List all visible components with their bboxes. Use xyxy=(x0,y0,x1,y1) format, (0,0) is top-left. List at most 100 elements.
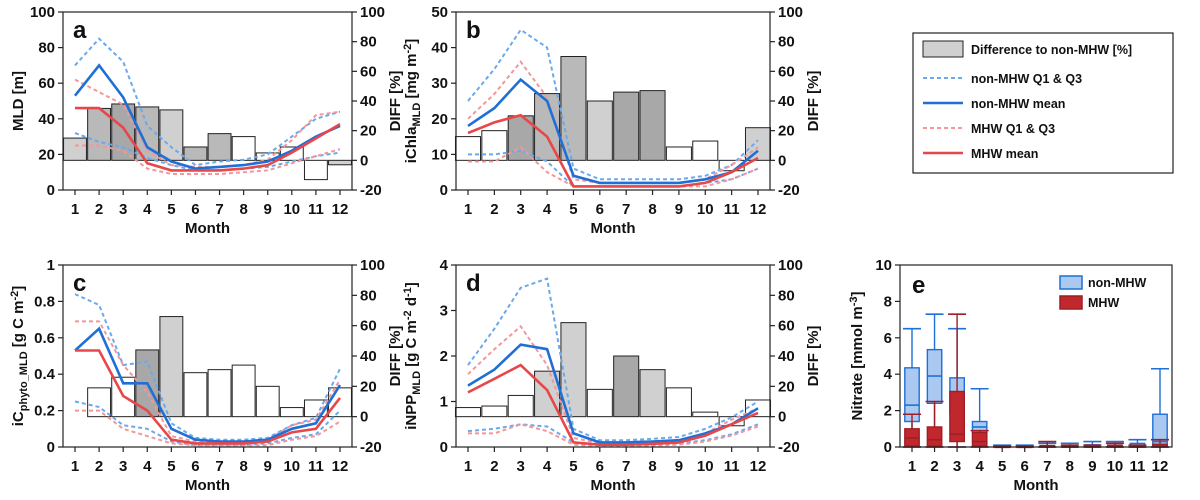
legend-label-nonmhw-q: non-MHW Q1 & Q3 xyxy=(971,72,1082,86)
diff-bar xyxy=(63,137,87,161)
x-tick-label: 4 xyxy=(143,458,152,475)
diff-bar xyxy=(665,146,692,161)
x-axis-label: Month xyxy=(1014,477,1059,494)
x-tick-label: 1 xyxy=(71,201,79,218)
panel-letter: d xyxy=(466,270,481,297)
legend-swatch-diff xyxy=(922,40,964,58)
y2-tick-label: 80 xyxy=(360,287,377,304)
box-mhw xyxy=(1038,440,1057,448)
y2-axis-label: DIFF [%] xyxy=(387,71,404,132)
y2-tick-label: 80 xyxy=(778,34,795,51)
x-tick-label: 10 xyxy=(697,458,714,475)
series-line-mhw-q1 xyxy=(75,409,341,447)
x-tick-label: 7 xyxy=(1043,458,1051,475)
diff-bar xyxy=(586,388,613,418)
x-tick-label: 9 xyxy=(264,458,272,475)
y2-axis-label: DIFF [%] xyxy=(805,326,822,387)
series-line-non-mhw-mean xyxy=(74,326,342,443)
series-line-mhw-mean xyxy=(467,113,759,188)
diff-bar xyxy=(183,372,208,418)
x-tick-label: 8 xyxy=(239,201,247,218)
y2-tick-label: 0 xyxy=(360,152,368,169)
y2-tick-label: 80 xyxy=(778,287,795,304)
x-tick-label: 5 xyxy=(998,458,1006,475)
x-tick-label: 6 xyxy=(596,458,604,475)
x-tick-label: 4 xyxy=(143,201,152,218)
y2-tick-label: 60 xyxy=(778,318,795,335)
diff-bar xyxy=(613,355,640,418)
series-line-non-mhw-q1 xyxy=(74,132,341,172)
y-tick-label: 100 xyxy=(30,4,55,21)
x-tick-label: 11 xyxy=(724,458,740,475)
x-tick-label: 7 xyxy=(215,201,223,218)
y2-tick-label: -20 xyxy=(778,182,800,199)
y-tick-label: 30 xyxy=(431,75,448,92)
y2-tick-label: 20 xyxy=(360,378,377,395)
series-line-non-mhw-mean xyxy=(73,63,341,170)
y2-tick-label: -20 xyxy=(778,439,800,456)
diff-bar xyxy=(718,416,745,427)
y-tick-label: 3 xyxy=(440,303,448,320)
y-tick-label: 4 xyxy=(440,257,449,274)
x-tick-label: 3 xyxy=(953,458,961,475)
diff-bar xyxy=(231,136,256,161)
x-tick-label: 1 xyxy=(908,458,916,475)
x-tick-label: 6 xyxy=(1021,458,1029,475)
y-tick-label: 0 xyxy=(47,182,55,199)
x-tick-label: 2 xyxy=(95,458,103,475)
y2-tick-label: 20 xyxy=(778,123,795,140)
y-tick-label: 80 xyxy=(38,40,55,57)
x-tick-label: 7 xyxy=(622,201,630,218)
x-axis-label: Month xyxy=(185,477,230,494)
y-tick-label: 0 xyxy=(884,439,892,456)
x-axis-label: Month xyxy=(591,477,636,494)
y2-axis-label: DIFF [%] xyxy=(805,71,822,132)
box-mhw xyxy=(925,400,944,448)
diff-bar xyxy=(454,407,482,418)
y-tick-label: 0.2 xyxy=(34,403,55,420)
legend-label-mhw: MHW xyxy=(1088,296,1119,310)
diff-bar xyxy=(87,387,112,418)
diff-bar xyxy=(231,364,256,418)
y-tick-label: 50 xyxy=(431,4,448,21)
y2-tick-label: 80 xyxy=(360,34,377,51)
diff-bars xyxy=(87,316,352,418)
y-tick-label: 2 xyxy=(884,403,892,420)
y2-tick-label: 60 xyxy=(778,63,795,80)
y2-tick-label: 0 xyxy=(778,152,786,169)
y-tick-label: 2 xyxy=(440,348,448,365)
y2-tick-label: 0 xyxy=(778,409,786,426)
diff-bar xyxy=(255,385,280,418)
y2-tick-label: 20 xyxy=(778,378,795,395)
y-tick-label: 40 xyxy=(431,40,448,57)
panel-letter: c xyxy=(73,270,86,297)
diff-bar xyxy=(328,387,352,418)
x-tick-label: 3 xyxy=(119,458,127,475)
y-tick-label: 40 xyxy=(38,111,55,128)
y2-tick-label: 100 xyxy=(778,4,803,21)
series-line-non-mhw-q3 xyxy=(467,28,759,181)
series-line-mhw-q1 xyxy=(75,144,341,175)
y-axis-label: iChlaMLD [mg m-2] xyxy=(402,39,423,163)
diff-bar xyxy=(560,322,587,418)
x-tick-label: 4 xyxy=(543,201,552,218)
y2-tick-label: 40 xyxy=(778,348,795,365)
x-tick-label: 5 xyxy=(569,458,577,475)
diff-bar xyxy=(207,369,232,418)
y-tick-label: 1 xyxy=(47,257,55,274)
series-line-mhw-mean xyxy=(75,106,341,172)
x-tick-label: 12 xyxy=(1152,458,1169,475)
y-tick-label: 6 xyxy=(884,330,892,347)
x-tick-label: 7 xyxy=(622,458,630,475)
x-tick-label: 2 xyxy=(490,201,498,218)
y-tick-label: 10 xyxy=(431,146,448,163)
diff-bar xyxy=(586,100,613,161)
shared-legend: Difference to non-MHW [%] non-MHW Q1 & Q3… xyxy=(912,32,1174,174)
diff-bar xyxy=(560,56,587,161)
x-tick-label: 5 xyxy=(167,458,175,475)
y-tick-label: 0.6 xyxy=(34,330,55,347)
x-tick-label: 11 xyxy=(1130,458,1146,475)
